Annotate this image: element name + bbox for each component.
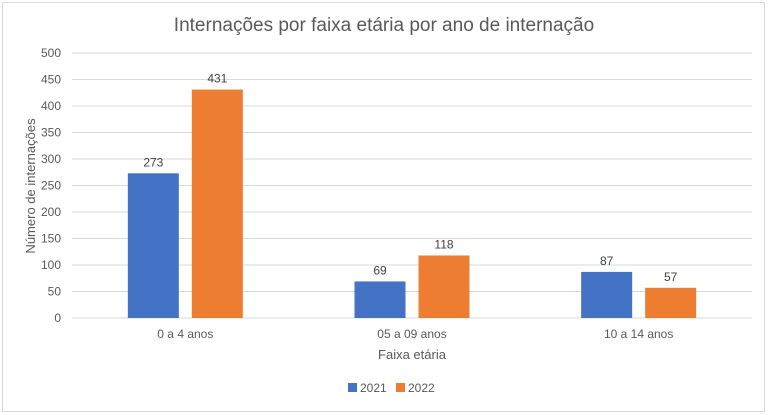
y-tick-label: 100 <box>41 258 61 272</box>
bar-2022 <box>645 287 697 318</box>
x-axis-title: Faixa etária <box>378 347 447 362</box>
data-label: 87 <box>600 254 614 268</box>
chart-title: Internações por faixa etária por ano de … <box>174 15 594 36</box>
y-tick-label: 150 <box>41 232 61 246</box>
data-label: 118 <box>434 237 453 251</box>
x-tick-label: 05 a 09 anos <box>377 327 446 341</box>
data-label: 57 <box>664 270 678 284</box>
y-axis-ticks: 0 50 100 150 200 250 300 350 400 450 500 <box>41 46 61 325</box>
bar-2022 <box>191 89 243 318</box>
x-tick-label: 10 a 14 anos <box>604 327 673 341</box>
y-tick-label: 350 <box>41 126 61 140</box>
gridlines <box>72 52 752 319</box>
bar-2022 <box>418 255 470 318</box>
legend-label-2022: 2022 <box>408 381 435 395</box>
legend-swatch-2021 <box>348 383 357 392</box>
bars <box>127 89 697 318</box>
y-tick-label: 250 <box>41 179 61 193</box>
data-label: 273 <box>143 155 163 169</box>
bar-2021 <box>127 173 179 318</box>
y-tick-label: 0 <box>54 311 61 325</box>
y-tick-label: 300 <box>41 152 61 166</box>
y-tick-label: 500 <box>41 46 61 60</box>
y-tick-label: 400 <box>41 99 61 113</box>
bar-2021 <box>354 281 406 318</box>
data-label: 431 <box>207 72 227 86</box>
legend: 2021 2022 <box>348 381 435 395</box>
legend-label-2021: 2021 <box>360 381 387 395</box>
x-axis-ticks: 0 a 4 anos 05 a 09 anos 10 a 14 anos <box>157 327 673 341</box>
y-axis-title: Número de internações <box>23 118 38 254</box>
y-tick-label: 200 <box>41 205 61 219</box>
data-label: 69 <box>373 263 387 277</box>
y-tick-label: 50 <box>48 285 62 299</box>
bar-2021 <box>581 271 633 318</box>
data-labels: 273 431 69 118 87 57 <box>143 72 677 284</box>
y-tick-label: 450 <box>41 73 61 87</box>
legend-swatch-2022 <box>396 383 405 392</box>
x-tick-label: 0 a 4 anos <box>157 327 213 341</box>
